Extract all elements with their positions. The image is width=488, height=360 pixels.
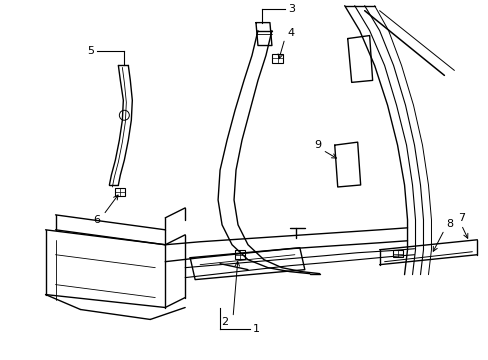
Text: 8: 8 [446, 219, 453, 229]
Text: 1: 1 [252, 324, 260, 334]
Text: 2: 2 [221, 318, 228, 328]
Bar [115, 188, 125, 196]
Text: 7: 7 [457, 213, 464, 223]
Bar [392, 250, 402, 257]
Bar [272, 54, 283, 63]
Text: 9: 9 [314, 140, 321, 150]
Text: 5: 5 [87, 45, 94, 55]
Text: 3: 3 [287, 4, 294, 14]
Bar [234, 250, 245, 259]
Text: 6: 6 [93, 215, 100, 225]
Text: 4: 4 [287, 28, 294, 37]
